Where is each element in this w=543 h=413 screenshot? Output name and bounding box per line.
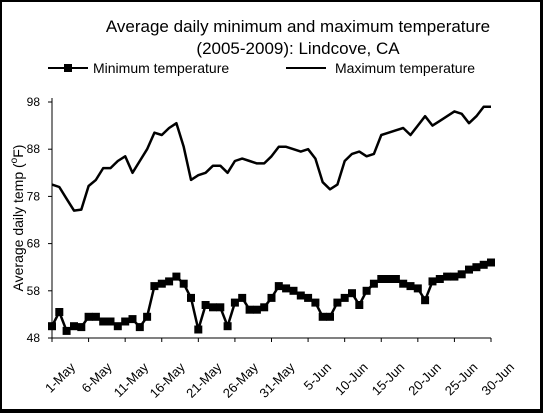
legend: Minimum temperature Maximum temperature xyxy=(48,60,475,76)
data-point-minimum xyxy=(472,263,481,272)
data-point-minimum xyxy=(113,322,122,331)
y-tick-labels: 98 88 78 68 58 48 xyxy=(27,95,41,345)
data-point-minimum xyxy=(238,293,247,302)
data-point-minimum xyxy=(157,279,166,288)
data-point-minimum xyxy=(362,286,371,295)
data-point-minimum xyxy=(77,323,86,332)
data-point-minimum xyxy=(223,322,232,331)
x-tick-label: 20-Jun xyxy=(405,360,444,399)
data-point-minimum xyxy=(230,298,239,307)
data-point-minimum xyxy=(201,301,210,309)
data-point-minimum xyxy=(355,301,364,309)
y-tick-label: 98 xyxy=(27,95,41,109)
y-axis-label: Average daily temp (oF) xyxy=(9,145,26,292)
data-point-minimum xyxy=(267,293,276,302)
data-point-minimum xyxy=(260,303,269,312)
data-point-minimum xyxy=(304,293,313,302)
data-point-minimum xyxy=(406,282,415,291)
series-line-maximum xyxy=(51,105,491,212)
data-point-minimum xyxy=(106,317,115,326)
data-point-minimum xyxy=(318,312,327,321)
x-tick-label: 31-May xyxy=(256,359,298,401)
data-point-minimum xyxy=(128,315,137,324)
data-point-minimum xyxy=(274,282,283,291)
data-point-minimum xyxy=(435,275,444,283)
legend-max-label: Maximum temperature xyxy=(335,60,475,76)
data-point-minimum xyxy=(62,326,71,335)
data-point-minimum xyxy=(91,312,100,321)
data-point-minimum xyxy=(457,270,466,279)
data-point-minimum xyxy=(465,265,473,274)
data-point-minimum xyxy=(443,272,452,281)
data-point-minimum xyxy=(399,279,408,288)
x-tick-label: 30-Jun xyxy=(478,360,517,399)
data-point-minimum xyxy=(479,260,488,269)
data-point-minimum xyxy=(384,275,393,283)
data-point-minimum xyxy=(289,286,298,295)
x-tick-label: 10-Jun xyxy=(332,360,371,399)
data-point-minimum xyxy=(413,284,422,293)
data-point-minimum xyxy=(135,323,144,332)
data-point-minimum xyxy=(369,279,378,288)
data-point-minimum xyxy=(311,298,320,307)
data-point-minimum xyxy=(252,305,261,314)
x-tick-label: 16-May xyxy=(147,359,189,401)
x-tick-label: 11-May xyxy=(111,359,152,400)
data-point-minimum xyxy=(421,296,430,305)
legend-min-label: Minimum temperature xyxy=(93,60,229,76)
data-point-minimum xyxy=(55,308,64,316)
y-tick-label: 88 xyxy=(27,142,41,156)
x-tick-label: 6-May xyxy=(79,359,115,395)
data-point-minimum xyxy=(391,275,400,283)
y-tick-label: 68 xyxy=(27,237,41,251)
data-point-minimum xyxy=(296,291,305,300)
data-point-minimum xyxy=(187,293,195,302)
y-axis-label-unit: F) xyxy=(10,145,26,158)
x-tick-label: 1-May xyxy=(42,359,78,395)
data-point-minimum xyxy=(348,289,356,298)
series-minimum-temperature xyxy=(48,258,495,335)
x-tick-label: 21-May xyxy=(183,359,225,401)
data-point-minimum xyxy=(282,284,291,293)
data-point-minimum xyxy=(216,303,225,312)
data-point-minimum xyxy=(179,279,188,288)
data-point-minimum xyxy=(70,322,78,331)
data-point-minimum xyxy=(428,277,437,286)
data-point-minimum xyxy=(487,258,495,267)
legend-min-marker xyxy=(64,64,72,72)
y-tick-label: 78 xyxy=(27,189,41,203)
x-tick-label: 15-Jun xyxy=(369,360,408,399)
y-axis-label-degree: o xyxy=(9,157,20,163)
data-point-minimum xyxy=(340,293,349,302)
x-tick-labels: 1-May 6-May11-May16-May21-May26-May31-May… xyxy=(42,359,517,401)
x-tick-label: 26-May xyxy=(220,359,262,401)
data-point-minimum xyxy=(150,282,159,291)
data-point-minimum xyxy=(377,275,386,283)
data-point-minimum xyxy=(121,317,130,326)
data-point-minimum xyxy=(209,303,217,312)
data-point-minimum xyxy=(143,312,152,321)
data-point-minimum xyxy=(84,312,93,321)
y-axis-label-main: Average daily temp ( xyxy=(10,163,26,291)
y-tick-label: 58 xyxy=(27,284,41,298)
data-point-minimum xyxy=(194,325,203,334)
chart-title-line-2: (2005-2009): Lindcove, CA xyxy=(196,39,400,58)
data-point-minimum xyxy=(333,298,342,307)
series-maximum-temperature xyxy=(51,105,491,212)
data-point-minimum xyxy=(165,277,174,286)
axes xyxy=(48,98,492,342)
data-point-minimum xyxy=(245,305,254,314)
data-point-minimum xyxy=(172,272,181,281)
x-tick-label: 5-Jun xyxy=(301,360,335,394)
data-point-minimum xyxy=(48,322,56,331)
data-point-minimum xyxy=(99,317,108,326)
y-tick-label: 48 xyxy=(27,331,41,345)
x-tick-label: 25-Jun xyxy=(442,360,481,399)
data-point-minimum xyxy=(450,272,459,281)
data-point-minimum xyxy=(326,312,334,321)
chart-title-line-1: Average daily minimum and maximum temper… xyxy=(106,17,490,36)
